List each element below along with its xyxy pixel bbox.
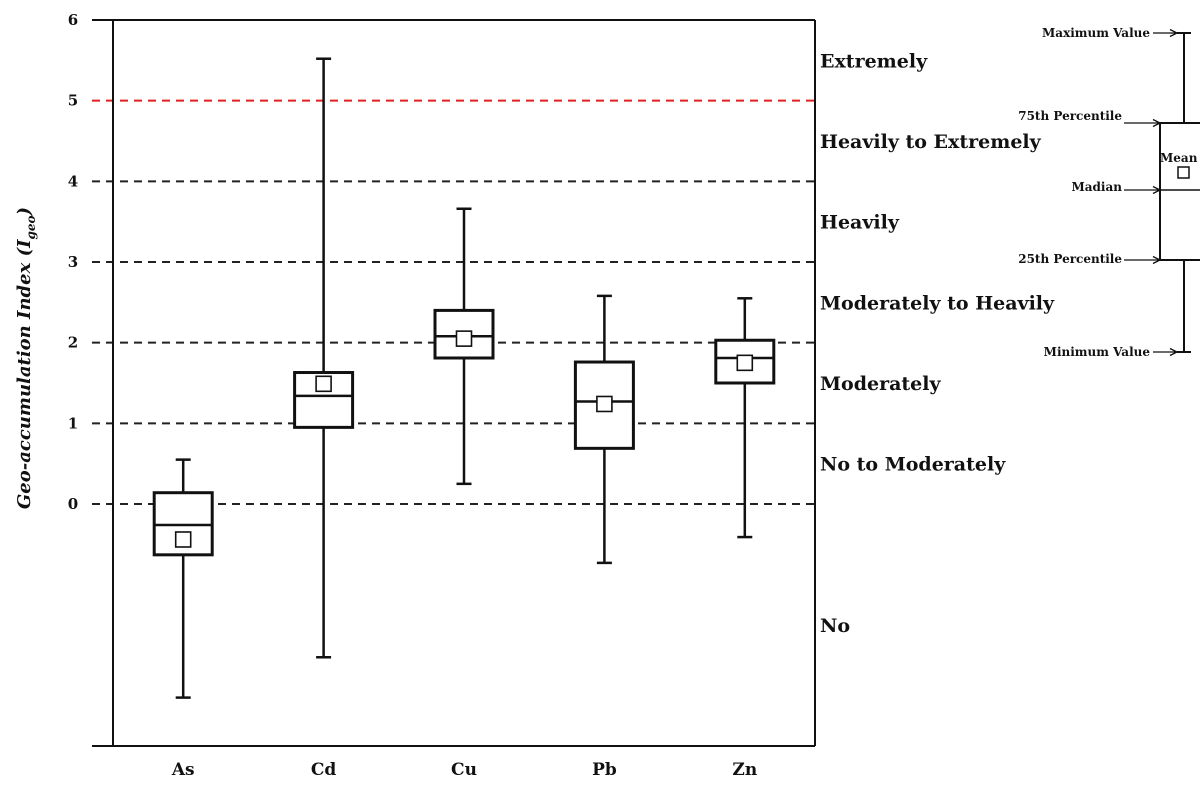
class-labels: Extremely Heavily to Extremely Heavily Mode… <box>820 50 1055 637</box>
y-tick-label: 0 <box>68 495 78 513</box>
class-label: No to Moderately <box>820 454 1006 476</box>
class-label: Extremely <box>820 50 928 72</box>
y-tick-label: 2 <box>68 334 78 352</box>
y-tick-label: 6 <box>68 11 78 29</box>
box-Pb <box>573 294 635 565</box>
category-label-Cu: Cu <box>451 760 477 780</box>
y-tick-labels: 0 1 2 3 4 5 6 <box>68 11 78 513</box>
class-label: Heavily <box>820 212 900 234</box>
mean-marker <box>174 531 192 548</box>
legend-key: Maximum Value 75th Percentile Mean Madia… <box>1018 26 1200 359</box>
class-label: No <box>820 615 850 637</box>
legend-q3-label: 75th Percentile <box>1018 109 1122 123</box>
legend-max-label: Maximum Value <box>1042 26 1150 40</box>
box-Cd <box>293 57 355 659</box>
mean-marker <box>315 375 332 393</box>
legend-q1-arrow <box>1124 255 1162 265</box>
axes <box>92 19 816 747</box>
legend-q3-arrow <box>1124 118 1162 128</box>
y-tick-label: 5 <box>68 92 78 110</box>
category-label-Zn: Zn <box>732 760 757 780</box>
iqr-box <box>714 338 776 385</box>
category-label-As: As <box>171 760 195 780</box>
legend-mean-label: Mean <box>1160 151 1198 165</box>
legend-min-arrow <box>1153 347 1179 357</box>
class-label: Heavily to Extremely <box>820 131 1042 153</box>
box-Zn <box>714 297 776 539</box>
category-label-Pb: Pb <box>592 760 617 780</box>
y-tick-label: 1 <box>68 414 78 432</box>
category-labels: As Cd Cu Pb Zn <box>171 760 757 780</box>
class-label: Moderately to Heavily <box>820 292 1055 314</box>
box-series <box>152 57 776 699</box>
legend-q1-label: 25th Percentile <box>1018 252 1122 266</box>
legend-box <box>1159 122 1200 261</box>
category-label-Cd: Cd <box>311 760 337 780</box>
mean-marker <box>596 395 613 413</box>
mean-marker <box>455 330 473 347</box>
y-axis-label: Geo-accumulation Index (Igeo) <box>14 207 38 509</box>
mean-marker <box>736 354 754 372</box>
y-tick-label: 4 <box>68 172 78 190</box>
legend-min-label: Minimum Value <box>1044 345 1151 359</box>
legend-median-label: Madian <box>1071 180 1122 194</box>
legend-median-arrow <box>1124 185 1162 195</box>
legend-max-arrow <box>1153 28 1179 38</box>
box-As <box>152 458 214 699</box>
legend-mean-marker <box>1177 166 1190 179</box>
box-Cu <box>433 207 495 486</box>
reference-lines <box>92 99 815 505</box>
class-label: Moderately <box>820 373 941 395</box>
y-tick-label: 3 <box>68 253 78 271</box>
